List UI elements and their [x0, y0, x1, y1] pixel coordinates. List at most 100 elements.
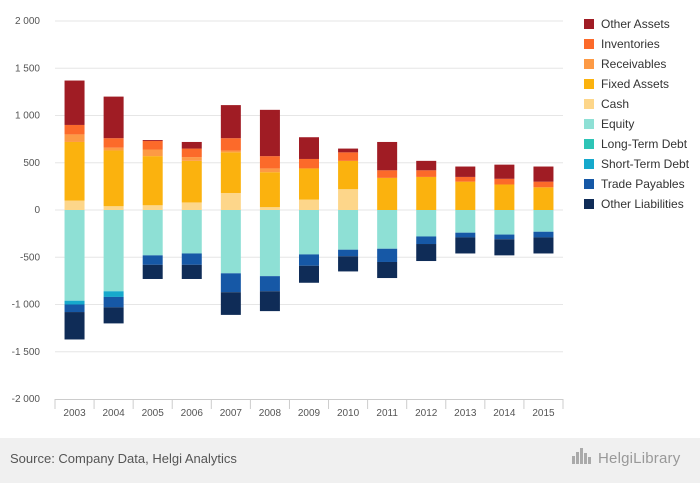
bar-segment-fixed-assets-2008 — [259, 172, 280, 208]
y-tick-label: 500 — [23, 158, 40, 169]
bar-segment-other-liabilities-2007 — [220, 292, 241, 315]
x-tick-label: 2015 — [532, 408, 555, 419]
bar-segment-equity-2010 — [338, 210, 359, 250]
legend-swatch-other-assets — [584, 19, 594, 29]
bar-segment-other-assets-2013 — [455, 166, 476, 177]
bar-segment-inventories-2014 — [494, 178, 515, 185]
bar-segment-trade-payables-2008 — [259, 276, 280, 292]
bar-segment-other-liabilities-2008 — [259, 291, 280, 312]
bar-segment-fixed-assets-2015 — [533, 187, 554, 210]
footer-bar — [0, 438, 700, 483]
bar-segment-fixed-assets-2010 — [338, 160, 359, 190]
x-tick-label: 2003 — [63, 408, 86, 419]
bar-segment-cash-2006 — [181, 202, 202, 210]
legend-label-other-liabilities: Other Liabilities — [601, 197, 684, 211]
bar-segment-receivables-2007 — [220, 150, 241, 153]
bar-segment-other-liabilities-2009 — [299, 265, 319, 283]
bar-segment-other-liabilities-2014 — [494, 239, 515, 256]
stacked-bar-chart: -2 000 -1 500 -1 000 -500 0 500 1 000 1 500 2 00… — [12, 16, 690, 419]
y-tick-label: -2 000 — [12, 394, 41, 405]
bar-segment-trade-payables-2007 — [220, 273, 241, 293]
bar-segment-other-assets-2007 — [220, 105, 241, 139]
bar-segment-cash-2005 — [142, 205, 163, 210]
bar-segment-other-liabilities-2012 — [416, 244, 437, 262]
bar-segment-equity-2005 — [142, 210, 163, 256]
legend-swatch-fixed-assets — [584, 79, 594, 89]
bar-segment-short-term-debt-2004 — [103, 291, 124, 297]
y-tick-label: 0 — [34, 205, 40, 216]
legend-swatch-other-liabilities — [584, 199, 594, 209]
bar-segment-inventories-2013 — [455, 176, 476, 182]
bar-segment-trade-payables-2012 — [416, 236, 437, 245]
bar-segment-equity-2013 — [455, 210, 476, 233]
legend-swatch-inventories — [584, 39, 594, 49]
bar-segment-other-liabilities-2010 — [338, 256, 359, 272]
x-tick-label: 2014 — [493, 408, 516, 419]
legend-label-receivables: Receivables — [601, 57, 666, 71]
x-tick-label: 2009 — [298, 408, 321, 419]
bar-segment-short-term-debt-2003 — [64, 300, 85, 305]
bar-segment-other-assets-2008 — [259, 109, 280, 157]
bar-segment-equity-2006 — [181, 210, 202, 254]
bar-segment-inventories-2009 — [299, 158, 319, 169]
bar-segment-other-liabilities-2003 — [64, 312, 85, 340]
bar-segment-cash-2003 — [64, 200, 85, 210]
bar-segment-trade-payables-2006 — [181, 253, 202, 265]
bar-segment-inventories-2011 — [377, 170, 398, 178]
bar-segment-equity-2003 — [64, 210, 85, 301]
bar-segment-inventories-2012 — [416, 170, 437, 177]
legend-swatch-receivables — [584, 59, 594, 69]
bar-segment-fixed-assets-2007 — [220, 152, 241, 193]
bar-segment-other-liabilities-2005 — [142, 264, 163, 279]
bar-segment-trade-payables-2003 — [64, 304, 85, 313]
helgi-library-logo[interactable]: HelgiLibrary — [572, 448, 680, 469]
bar-segment-other-liabilities-2004 — [103, 307, 124, 324]
bar-segment-fixed-assets-2004 — [103, 150, 124, 207]
bar-segment-trade-payables-2015 — [533, 231, 554, 238]
bar-segment-trade-payables-2009 — [299, 254, 319, 266]
bar-segment-fixed-assets-2005 — [142, 156, 163, 206]
bar-segment-trade-payables-2014 — [494, 234, 515, 240]
bar-segment-equity-2014 — [494, 210, 515, 235]
bar-segment-fixed-assets-2011 — [377, 177, 398, 210]
x-tick-label: 2010 — [337, 408, 360, 419]
bar-segment-trade-payables-2005 — [142, 255, 163, 265]
bar-segment-cash-2007 — [220, 192, 241, 210]
bar-segment-other-assets-2003 — [64, 80, 85, 125]
bar-segment-receivables-2005 — [142, 149, 163, 157]
bar-segment-cash-2010 — [338, 189, 359, 210]
bar-segment-inventories-2006 — [181, 148, 202, 158]
bar-segment-other-assets-2010 — [338, 148, 359, 153]
x-tick-label: 2007 — [220, 408, 243, 419]
x-tick-label: 2005 — [142, 408, 165, 419]
bar-segment-inventories-2003 — [64, 124, 85, 135]
bar-segment-receivables-2008 — [259, 168, 280, 173]
bar-segment-fixed-assets-2014 — [494, 184, 515, 210]
y-tick-label: 1 500 — [15, 63, 40, 74]
bar-segment-receivables-2003 — [64, 134, 85, 142]
bar-segment-fixed-assets-2009 — [299, 168, 319, 200]
legend-label-equity: Equity — [601, 117, 634, 131]
bar-segment-other-assets-2006 — [181, 141, 202, 149]
skyline-icon — [572, 448, 594, 469]
bar-segment-trade-payables-2010 — [338, 249, 359, 257]
logo-text: HelgiLibrary — [598, 450, 681, 467]
bar-segment-inventories-2005 — [142, 141, 163, 150]
bar-segment-equity-2009 — [299, 210, 319, 255]
bar-segment-trade-payables-2004 — [103, 296, 124, 308]
bar-segment-equity-2015 — [533, 210, 554, 232]
bar-segment-fixed-assets-2006 — [181, 160, 202, 203]
bar-segment-other-assets-2011 — [377, 141, 398, 171]
bar-segment-cash-2009 — [299, 199, 319, 210]
bar-segment-inventories-2015 — [533, 181, 554, 188]
y-tick-label: -1 000 — [12, 300, 41, 311]
bar-segment-other-liabilities-2015 — [533, 237, 554, 254]
source-note: Source: Company Data, Helgi Analytics — [10, 451, 237, 466]
bar-segment-other-liabilities-2011 — [377, 261, 398, 279]
bar-segment-equity-2007 — [220, 210, 241, 274]
bar-segment-fixed-assets-2013 — [455, 181, 476, 210]
y-tick-label: 1 000 — [15, 111, 40, 122]
bar-segment-inventories-2007 — [220, 138, 241, 151]
legend-swatch-equity — [584, 119, 594, 129]
bar-segment-inventories-2010 — [338, 152, 359, 161]
